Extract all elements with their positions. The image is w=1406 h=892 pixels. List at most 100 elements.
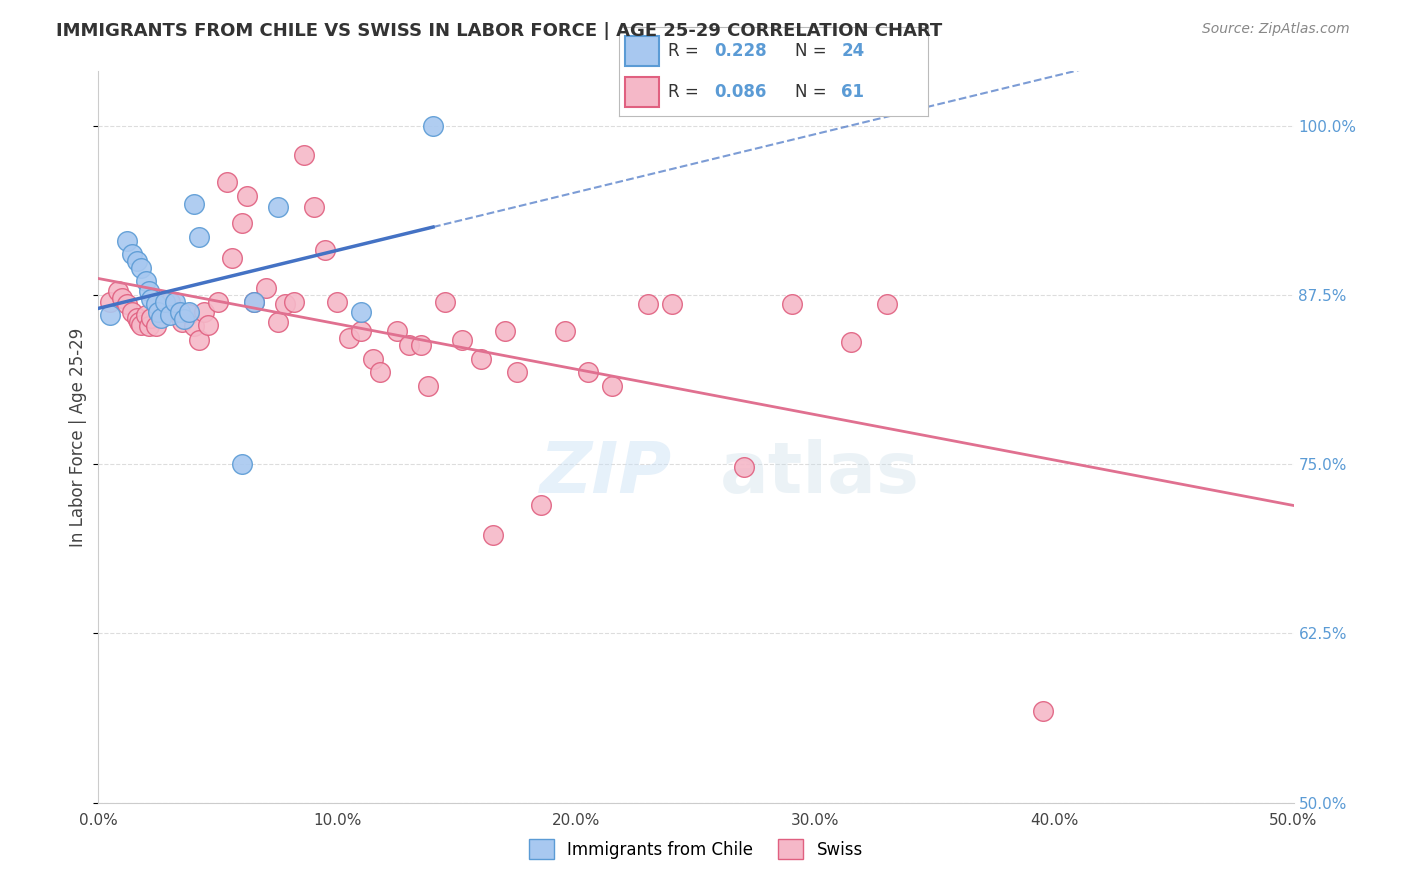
Point <box>98 294 122 309</box>
Point <box>254 281 277 295</box>
Point <box>149 310 172 325</box>
Text: 0.086: 0.086 <box>714 83 766 101</box>
Point <box>131 318 153 332</box>
Point <box>139 292 162 306</box>
Text: R =: R = <box>668 83 704 101</box>
Point <box>283 294 305 309</box>
Legend: Immigrants from Chile, Swiss: Immigrants from Chile, Swiss <box>520 830 872 868</box>
Point <box>139 310 162 325</box>
Text: atlas: atlas <box>720 439 920 508</box>
Point <box>107 284 129 298</box>
Point <box>159 294 181 309</box>
Point <box>128 315 150 329</box>
Point <box>148 305 170 319</box>
Point <box>179 307 201 321</box>
Point <box>135 274 157 288</box>
Point <box>145 297 167 311</box>
Point <box>179 305 201 319</box>
Point <box>163 305 186 319</box>
Point <box>155 294 177 309</box>
Point <box>554 325 576 339</box>
Point <box>434 294 457 309</box>
Point <box>267 200 290 214</box>
Point <box>876 297 898 311</box>
Point <box>350 305 373 319</box>
Point <box>231 216 253 230</box>
Point <box>506 365 529 379</box>
Point <box>138 284 160 298</box>
Point <box>292 148 315 162</box>
Text: IMMIGRANTS FROM CHILE VS SWISS IN LABOR FORCE | AGE 25-29 CORRELATION CHART: IMMIGRANTS FROM CHILE VS SWISS IN LABOR … <box>56 22 942 40</box>
Point <box>217 176 239 190</box>
Text: Source: ZipAtlas.com: Source: ZipAtlas.com <box>1202 22 1350 37</box>
Point <box>111 291 134 305</box>
Point <box>221 252 243 266</box>
Point <box>494 325 516 339</box>
FancyBboxPatch shape <box>624 36 659 66</box>
Point <box>470 351 492 366</box>
Point <box>207 294 229 309</box>
Point <box>125 254 148 268</box>
Point <box>780 297 803 311</box>
Text: N =: N = <box>794 42 832 60</box>
Point <box>98 308 122 322</box>
Point <box>1032 704 1054 718</box>
Point <box>187 333 209 347</box>
Point <box>450 333 472 347</box>
Point <box>115 234 138 248</box>
Point <box>155 294 177 309</box>
Text: N =: N = <box>794 83 832 101</box>
FancyBboxPatch shape <box>624 77 659 107</box>
Point <box>385 325 409 339</box>
Point <box>163 294 186 309</box>
Point <box>733 459 755 474</box>
Point <box>370 365 392 379</box>
Point <box>841 335 863 350</box>
Point <box>661 297 683 311</box>
Point <box>302 200 325 214</box>
Point <box>187 229 209 244</box>
Point <box>149 300 172 314</box>
Point <box>481 527 505 541</box>
Point <box>422 119 444 133</box>
Point <box>197 318 219 332</box>
Text: R =: R = <box>668 42 704 60</box>
Point <box>350 325 373 339</box>
Point <box>363 351 385 366</box>
Point <box>173 312 195 326</box>
Text: 0.228: 0.228 <box>714 42 768 60</box>
Point <box>115 297 138 311</box>
Point <box>235 189 257 203</box>
Point <box>578 365 600 379</box>
Point <box>602 378 624 392</box>
Point <box>243 294 266 309</box>
Point <box>418 378 440 392</box>
Point <box>339 331 361 345</box>
Point <box>411 338 433 352</box>
Point <box>145 318 167 333</box>
Point <box>138 318 160 333</box>
Point <box>125 310 148 325</box>
Point <box>243 294 266 309</box>
Point <box>183 318 205 333</box>
Point <box>315 243 337 257</box>
Point <box>172 315 194 329</box>
Point <box>135 308 157 322</box>
Point <box>398 338 420 352</box>
Point <box>121 305 143 319</box>
Point <box>169 305 191 319</box>
Point <box>530 498 553 512</box>
Point <box>183 197 205 211</box>
Text: 61: 61 <box>841 83 865 101</box>
Point <box>637 297 659 311</box>
Point <box>326 294 349 309</box>
Point <box>231 457 253 471</box>
Point <box>121 247 143 261</box>
Point <box>193 305 215 319</box>
Text: ZIP: ZIP <box>540 439 672 508</box>
Point <box>274 297 297 311</box>
Point <box>131 260 153 275</box>
Point <box>267 315 290 329</box>
Text: 24: 24 <box>841 42 865 60</box>
Y-axis label: In Labor Force | Age 25-29: In Labor Force | Age 25-29 <box>69 327 87 547</box>
